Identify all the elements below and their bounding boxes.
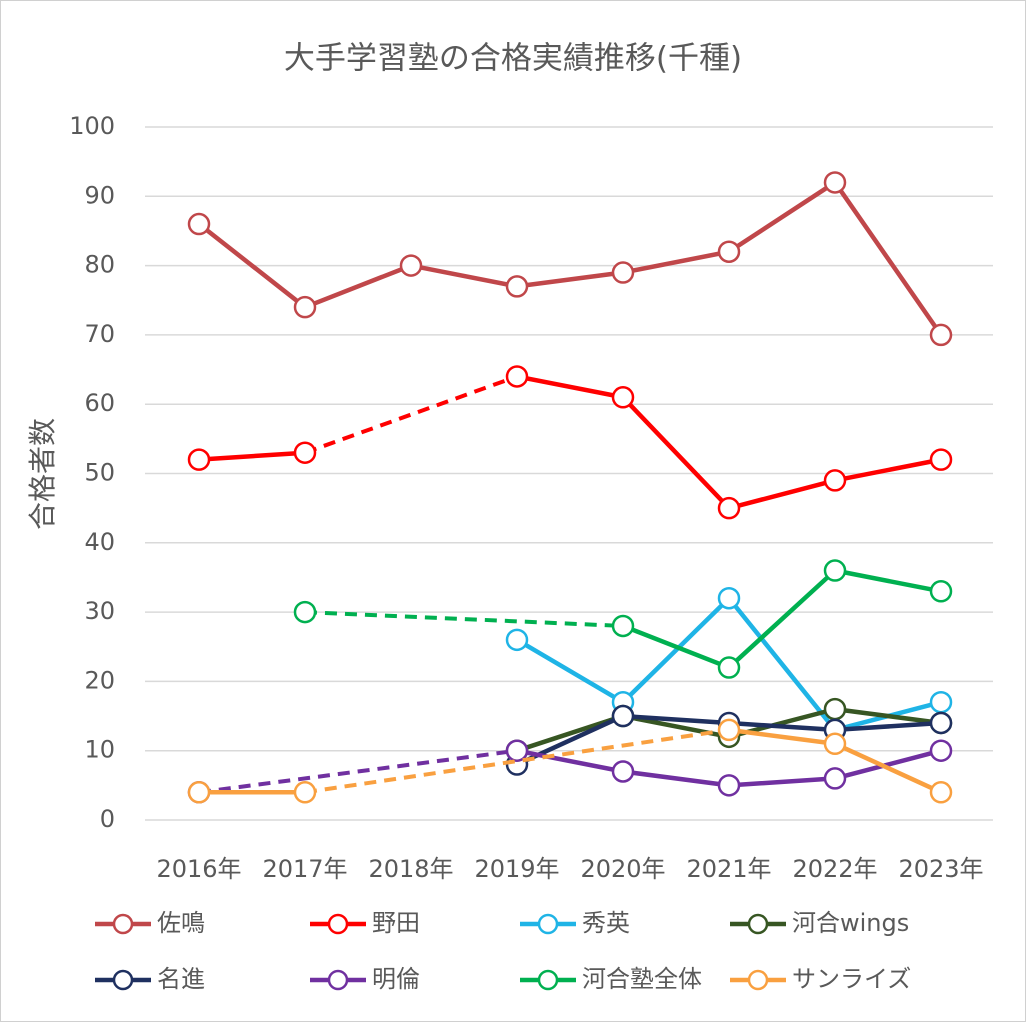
y-tick-label: 90 — [84, 181, 115, 209]
x-tick-label: 2019年 — [474, 855, 559, 883]
chart-title: 大手学習塾の合格実績推移(千種) — [284, 41, 742, 77]
y-tick-label: 30 — [84, 597, 115, 625]
legend-marker — [112, 913, 134, 935]
point-marker — [717, 774, 741, 797]
legend-item: サンライズ — [730, 965, 911, 993]
y-tick-label: 20 — [84, 666, 115, 694]
x-tick-label: 2023年 — [898, 855, 983, 883]
point-marker — [187, 212, 211, 236]
point-marker — [929, 739, 953, 762]
legend-marker — [112, 969, 134, 991]
point-marker — [717, 240, 741, 263]
y-tick-label: 60 — [84, 389, 115, 417]
point-marker — [505, 628, 529, 652]
legend-item: 秀英 — [520, 909, 630, 937]
legend-label: 明倫 — [372, 965, 420, 993]
point-marker — [717, 656, 741, 679]
legend-item: 佐鳴 — [95, 909, 205, 937]
point-marker — [505, 739, 529, 762]
legend-item: 河合塾全体 — [520, 965, 702, 993]
point-marker — [823, 732, 847, 756]
y-tick-label: 50 — [84, 459, 115, 487]
y-tick-label: 100 — [69, 112, 115, 140]
legend-label: 河合塾全体 — [582, 965, 702, 993]
legend-item: 名進 — [95, 965, 205, 993]
point-marker — [717, 586, 741, 610]
legend-marker — [327, 913, 349, 935]
legend-item: 河合wings — [730, 909, 909, 937]
point-marker — [187, 781, 211, 804]
legend-label: 秀英 — [582, 909, 630, 937]
gap-bridge — [304, 374, 518, 455]
legend-marker — [327, 969, 349, 991]
x-tick-label: 2017年 — [262, 855, 347, 883]
gap-bridge — [198, 748, 518, 795]
point-marker — [823, 697, 847, 721]
y-tick-label: 80 — [84, 251, 115, 279]
legend-marker — [747, 913, 769, 935]
legend-label: 河合wings — [792, 909, 909, 937]
point-marker — [823, 171, 847, 194]
series-line — [198, 450, 306, 462]
point-marker — [293, 441, 317, 464]
point-marker — [929, 323, 953, 347]
point-marker — [611, 760, 635, 783]
point-marker — [929, 690, 953, 714]
point-marker — [399, 254, 423, 277]
x-tick-label: 2021年 — [686, 855, 771, 883]
point-marker — [611, 614, 635, 638]
point-marker — [611, 261, 635, 284]
gap-bridge — [304, 727, 730, 795]
point-marker — [293, 781, 317, 804]
point-marker — [929, 711, 953, 735]
series-line — [622, 568, 942, 670]
point-marker — [823, 469, 847, 492]
y-tick-label: 0 — [100, 805, 115, 833]
y-tick-label: 40 — [84, 528, 115, 556]
y-tick-label: 70 — [84, 320, 115, 348]
point-marker — [611, 704, 635, 728]
point-marker — [929, 448, 953, 471]
point-marker — [823, 559, 847, 582]
legend-item: 明倫 — [310, 965, 420, 993]
legend-label: 野田 — [372, 909, 420, 937]
legend-label: 名進 — [157, 965, 205, 993]
point-marker — [929, 781, 953, 804]
legend-marker — [537, 913, 559, 935]
gap-bridge — [304, 610, 624, 628]
legend-item: 野田 — [310, 909, 420, 937]
legend-marker — [537, 969, 559, 991]
x-tick-label: 2022年 — [792, 855, 877, 883]
x-tick-label: 2020年 — [580, 855, 665, 883]
x-tick-label: 2018年 — [368, 855, 453, 883]
point-marker — [505, 275, 529, 298]
x-tick-label: 2016年 — [156, 855, 241, 883]
point-marker — [505, 365, 529, 388]
point-marker — [823, 767, 847, 790]
point-marker — [293, 295, 317, 319]
legend-label: サンライズ — [792, 965, 911, 993]
legend-marker — [747, 969, 769, 991]
point-marker — [611, 386, 635, 409]
series-line — [197, 180, 943, 337]
point-marker — [717, 718, 741, 742]
point-marker — [717, 496, 741, 520]
point-marker — [187, 448, 211, 471]
y-tick-label: 10 — [84, 736, 115, 764]
point-marker — [929, 580, 953, 603]
legend-label: 佐鳴 — [157, 909, 205, 937]
y-axis-label: 合格者数 — [26, 418, 59, 530]
point-marker — [293, 600, 317, 624]
